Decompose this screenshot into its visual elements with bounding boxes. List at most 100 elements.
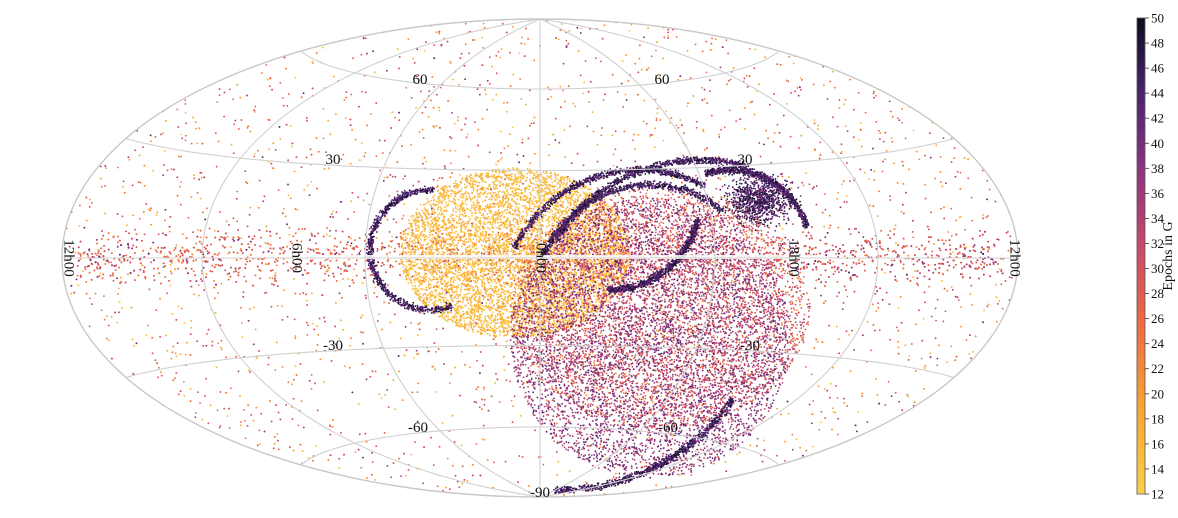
data-point	[912, 231, 914, 233]
data-point	[595, 57, 597, 59]
data-point	[951, 235, 953, 237]
data-point	[518, 455, 520, 457]
data-point	[1002, 308, 1004, 310]
data-point	[562, 90, 564, 92]
data-point	[877, 302, 879, 304]
data-point	[971, 220, 973, 222]
data-point	[344, 365, 346, 367]
data-point	[613, 476, 615, 478]
data-point	[146, 334, 148, 336]
data-point	[370, 113, 372, 115]
data-point	[178, 254, 180, 256]
data-point	[476, 360, 478, 362]
data-point	[158, 233, 160, 235]
data-point	[888, 381, 890, 383]
data-point	[615, 473, 617, 475]
data-point	[279, 82, 281, 84]
data-point	[308, 457, 310, 459]
data-point	[766, 361, 768, 363]
data-point	[556, 451, 558, 453]
data-point	[236, 191, 238, 193]
data-point	[238, 371, 240, 373]
data-point	[258, 430, 260, 432]
data-point	[113, 280, 115, 282]
data-point	[940, 156, 942, 158]
data-point	[521, 37, 523, 39]
data-point	[479, 406, 481, 408]
data-point	[458, 486, 460, 488]
data-point	[531, 123, 533, 125]
data-point	[563, 63, 565, 65]
data-point	[111, 316, 113, 318]
data-point	[635, 354, 637, 356]
data-point	[818, 429, 820, 431]
data-point	[792, 434, 794, 436]
data-point	[857, 411, 859, 413]
data-point	[823, 84, 825, 86]
data-point	[390, 246, 392, 248]
data-point	[841, 143, 843, 145]
data-point	[315, 445, 317, 447]
data-point	[451, 112, 453, 114]
data-point	[493, 461, 495, 463]
data-point	[548, 154, 550, 156]
data-point	[420, 312, 422, 314]
data-point	[884, 272, 886, 274]
data-point	[414, 441, 416, 443]
data-point	[379, 170, 381, 172]
data-point	[509, 381, 511, 383]
data-point	[344, 99, 346, 101]
data-point	[846, 195, 848, 197]
data-point	[136, 246, 138, 248]
data-point	[483, 387, 485, 389]
data-point	[89, 199, 91, 201]
data-point	[495, 55, 497, 57]
data-point	[288, 194, 290, 196]
data-point	[832, 411, 834, 413]
data-point	[524, 43, 526, 45]
data-point	[279, 138, 281, 140]
data-point	[312, 323, 314, 325]
data-point	[946, 290, 948, 292]
data-point	[219, 94, 221, 96]
data-point	[282, 97, 284, 99]
data-point	[180, 134, 182, 136]
data-point	[760, 156, 762, 158]
data-point	[708, 315, 710, 317]
data-point	[520, 98, 522, 100]
data-point	[286, 105, 288, 107]
data-point	[577, 27, 579, 29]
data-point	[548, 144, 550, 146]
data-point	[268, 357, 270, 359]
data-point	[988, 304, 990, 306]
data-point	[643, 382, 645, 384]
data-point	[311, 181, 313, 183]
data-point	[824, 193, 826, 195]
data-point	[400, 475, 402, 477]
data-point	[809, 183, 811, 185]
data-point	[388, 195, 390, 197]
data-point	[294, 171, 296, 173]
data-point	[846, 201, 848, 203]
data-point	[921, 358, 923, 360]
data-point	[463, 168, 465, 170]
data-point	[115, 264, 117, 266]
data-point	[133, 345, 135, 347]
data-point	[383, 180, 385, 182]
data-point	[416, 350, 418, 352]
data-point	[663, 140, 665, 142]
data-point	[960, 306, 962, 308]
data-point	[345, 117, 347, 119]
data-point	[646, 123, 648, 125]
data-point	[410, 454, 412, 456]
data-point	[986, 217, 988, 219]
data-point	[436, 94, 438, 96]
data-point	[719, 449, 721, 451]
data-point	[86, 220, 88, 222]
data-point	[643, 121, 645, 123]
data-point	[240, 421, 242, 423]
data-point	[837, 126, 839, 128]
data-point	[232, 98, 234, 100]
data-point	[464, 78, 466, 80]
data-point	[555, 118, 557, 120]
